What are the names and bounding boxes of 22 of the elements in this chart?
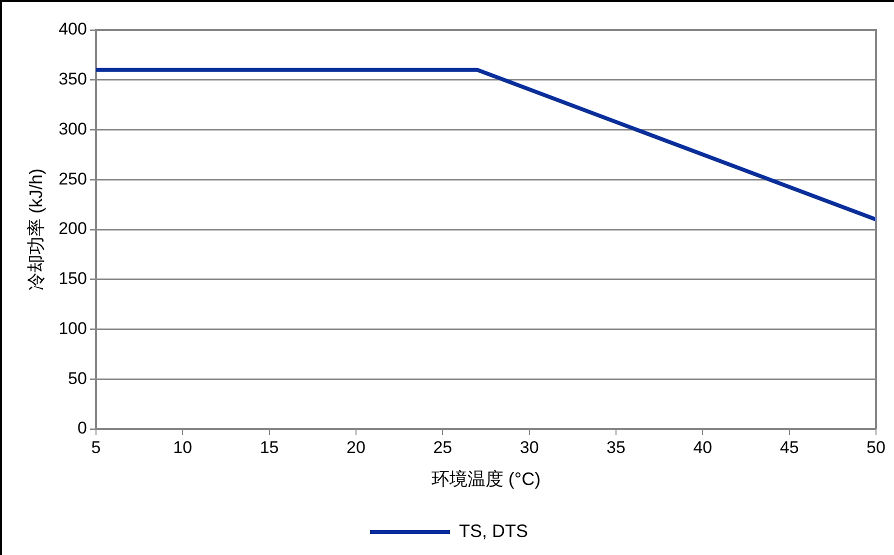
x-tick-label: 15 [260, 438, 279, 457]
x-tick-label: 5 [91, 438, 101, 457]
y-tick-label: 250 [58, 169, 87, 188]
y-axis-title: 冷却功率 (kJ/h) [26, 168, 46, 291]
y-tick-label: 350 [58, 70, 87, 89]
x-axis-title: 环境温度 (°C) [431, 469, 541, 490]
x-tick-label: 50 [866, 438, 886, 457]
legend-label: TS, DTS [459, 520, 528, 541]
y-tick-label: 50 [68, 368, 87, 388]
y-tick-label: 150 [58, 269, 87, 288]
y-tick-label: 400 [58, 20, 87, 39]
x-tick-label: 35 [606, 438, 626, 457]
x-tick-label: 45 [780, 438, 799, 457]
y-tick-label: 100 [58, 318, 87, 338]
x-tick-label: 25 [433, 438, 452, 457]
x-tick-label: 30 [520, 438, 539, 457]
x-tick-label: 40 [693, 438, 712, 457]
y-tick-label: 0 [77, 418, 87, 438]
x-tick-label: 10 [173, 438, 192, 457]
y-tick-label: 200 [58, 219, 87, 238]
x-tick-label: 20 [346, 438, 366, 457]
y-tick-label: 300 [58, 119, 87, 138]
